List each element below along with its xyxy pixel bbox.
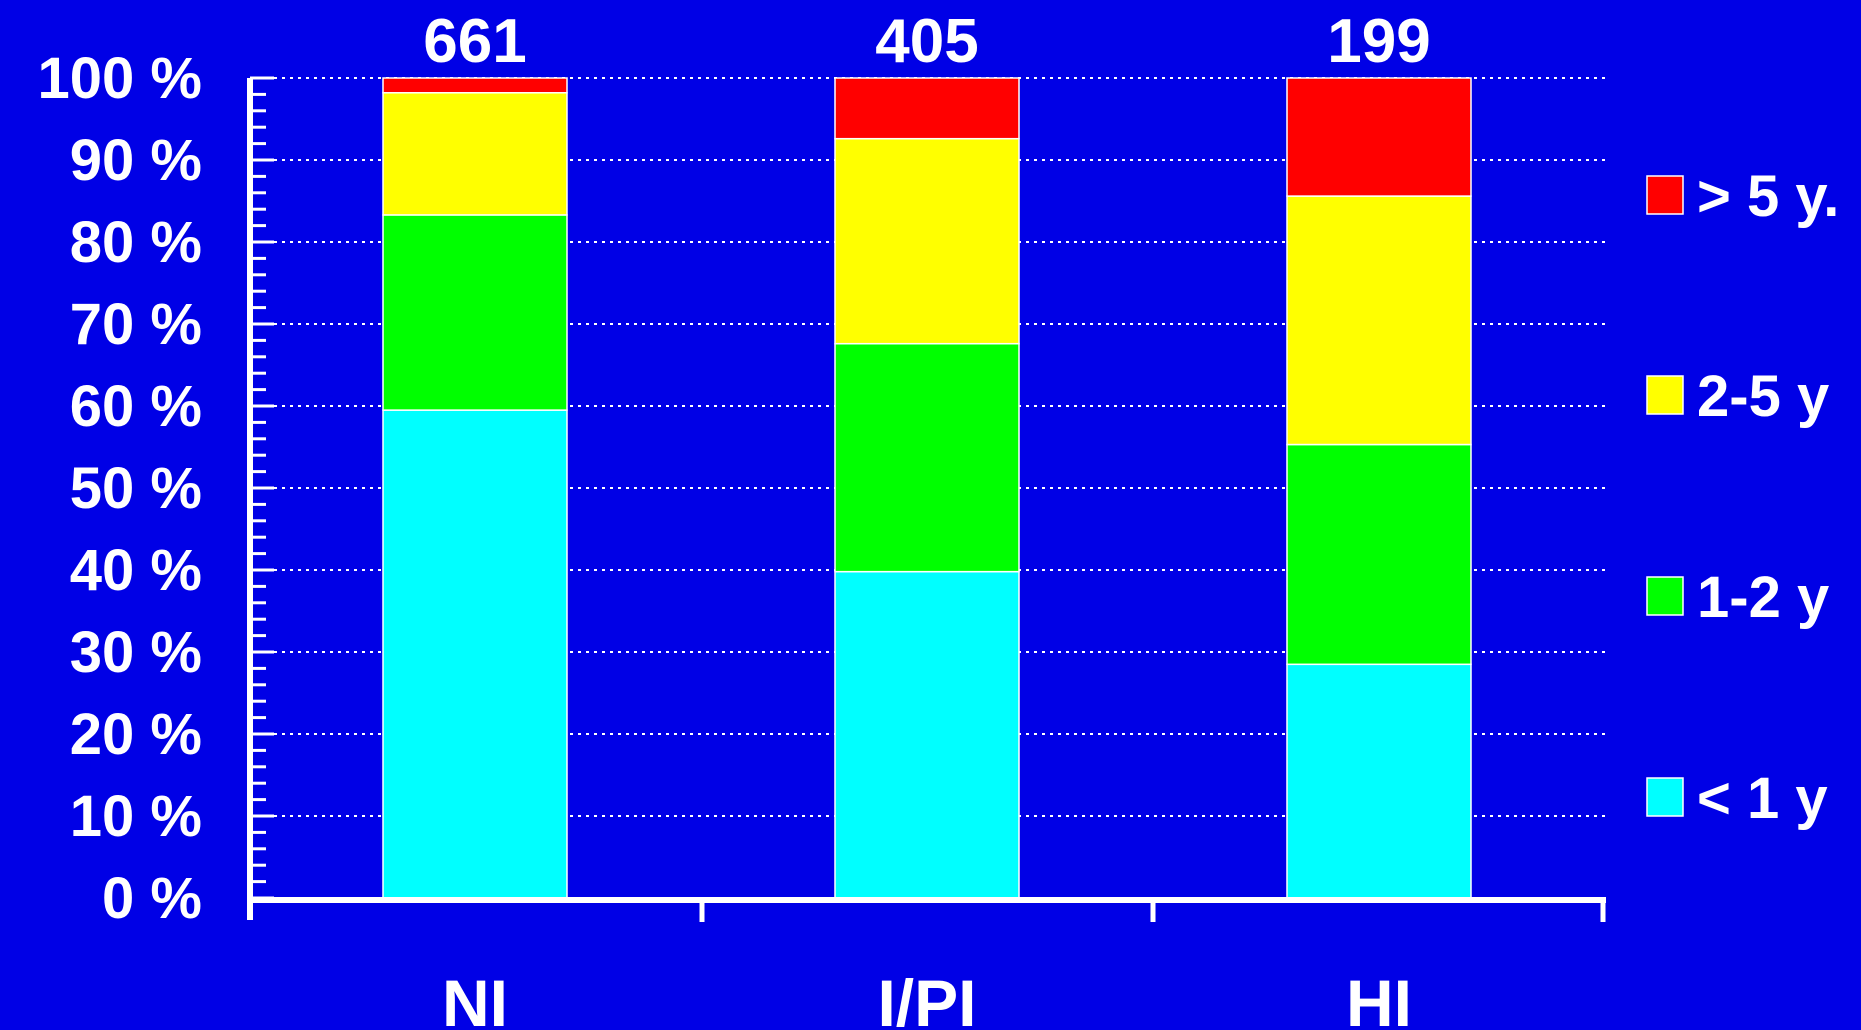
bar-segment: [382, 214, 568, 411]
bar-segment: [834, 77, 1020, 140]
x-tick-label: I/PI: [877, 966, 976, 1030]
bar-total-label: 405: [875, 7, 978, 76]
legend-swatch: [1646, 576, 1684, 616]
legend-label: > 5 y.: [1697, 164, 1839, 229]
bar-segment: [382, 92, 568, 216]
x-tick-label: NI: [442, 966, 508, 1030]
axes: [247, 76, 1606, 922]
bar-segment: [834, 342, 1020, 573]
bar-segment: [1286, 195, 1472, 446]
legend-swatch: [1646, 175, 1684, 215]
bar-segment: [382, 77, 568, 94]
legend-swatch: [1646, 777, 1684, 817]
legend-label: 1-2 y: [1697, 565, 1829, 630]
bar-segment: [1286, 443, 1472, 666]
y-tick-label: 40 %: [70, 538, 202, 603]
y-tick-label: 10 %: [70, 784, 202, 849]
bar-total-label: 199: [1327, 7, 1430, 76]
legend-label: 2-5 y: [1697, 364, 1829, 429]
x-tick-label: HI: [1346, 966, 1412, 1030]
bar-segment: [1286, 663, 1472, 899]
bar-segment: [834, 137, 1020, 345]
y-tick-label: 100 %: [38, 46, 202, 111]
y-tick-label: 90 %: [70, 128, 202, 193]
y-tick-label: 70 %: [70, 292, 202, 357]
bars: [382, 77, 1472, 899]
legend-label: < 1 y: [1697, 766, 1828, 831]
y-tick-label: 30 %: [70, 620, 202, 685]
bar-segment: [834, 570, 1020, 899]
y-tick-label: 60 %: [70, 374, 202, 439]
bar-segment: [382, 409, 568, 899]
y-tick-label: 20 %: [70, 702, 202, 767]
y-tick-labels: 0 % 10 % 20 % 30 % 40 % 50 % 60 % 70 % 80 % 90 % 1…: [38, 46, 202, 931]
y-tick-label: 50 %: [70, 456, 202, 521]
bar-segment: [1286, 77, 1472, 197]
legend: > 5 y. 2-5 y 1-2 y < 1 y: [1646, 164, 1839, 831]
y-tick-label: 0 %: [102, 866, 202, 931]
bar-total-label: 661: [423, 7, 526, 76]
x-tick-labels: NI I/PI HI: [442, 966, 1412, 1030]
y-tick-label: 80 %: [70, 210, 202, 275]
bar-total-labels: 661 405 199: [423, 7, 1430, 76]
legend-swatch: [1646, 375, 1684, 415]
